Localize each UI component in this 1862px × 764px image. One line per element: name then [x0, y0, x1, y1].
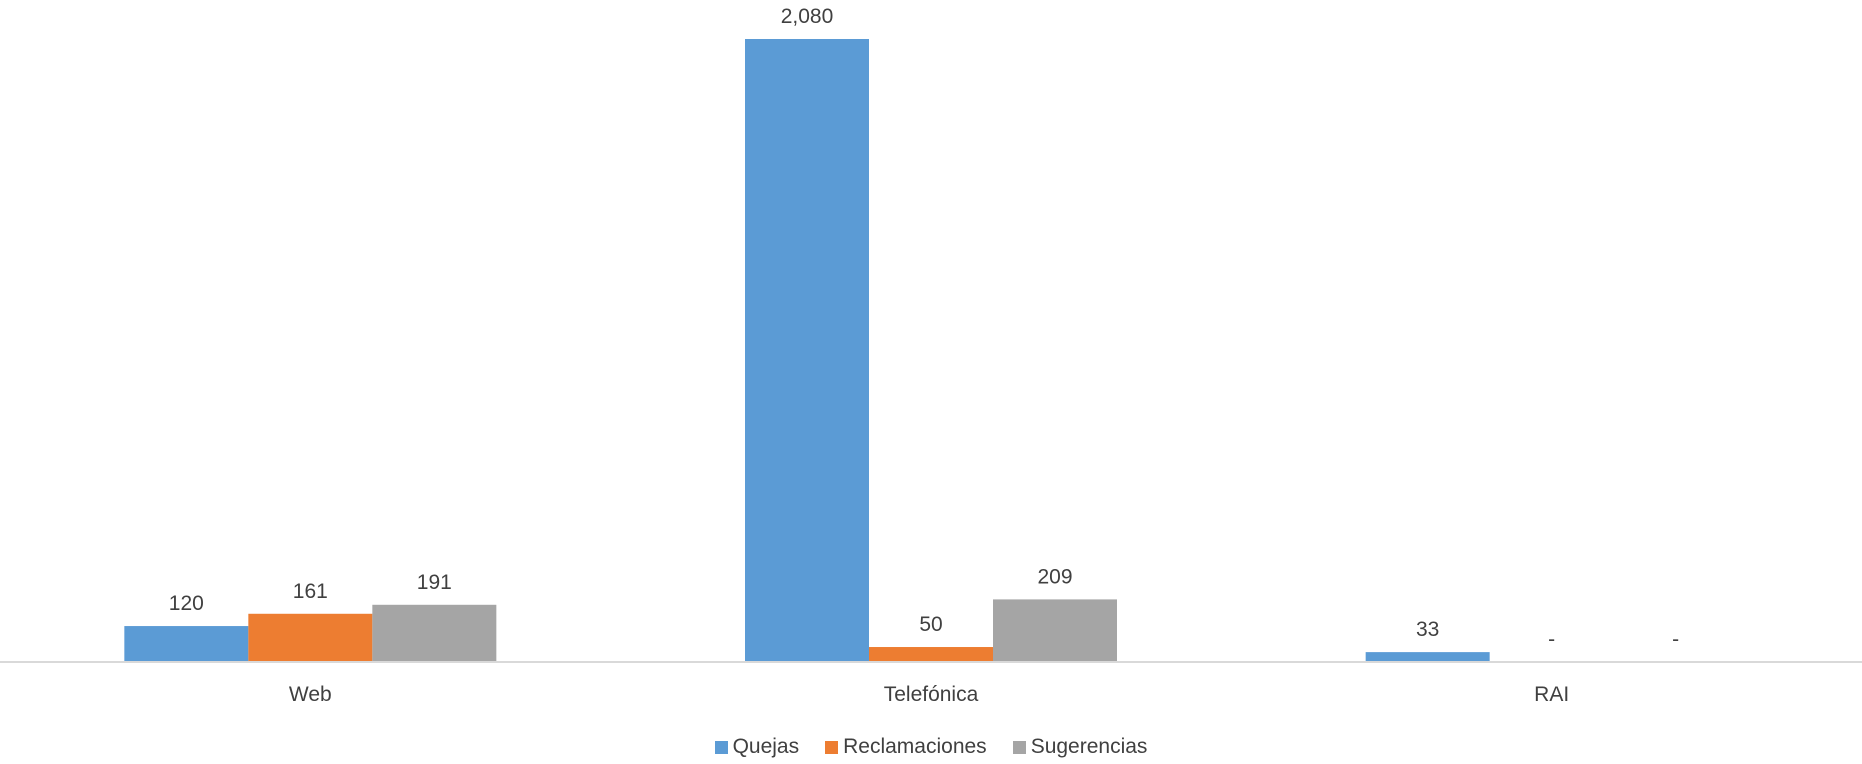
- bar-telefonica-quejas: [745, 39, 869, 662]
- legend-label-quejas: Quejas: [732, 735, 800, 758]
- value-label-telefonica-reclamaciones: 50: [919, 613, 942, 636]
- value-label-telefonica-sugerencias: 209: [1037, 565, 1072, 588]
- value-label-web-quejas: 120: [169, 592, 204, 615]
- legend-swatch-quejas: [714, 740, 728, 754]
- category-label-telefonica: Telefónica: [884, 683, 979, 706]
- legend-item-reclamaciones: Reclamaciones: [825, 735, 987, 759]
- bars-group: [124, 39, 1490, 662]
- category-label-web: Web: [289, 683, 332, 706]
- category-label-rai: RAI: [1534, 683, 1569, 706]
- legend: Quejas Reclamaciones Sugerencias: [0, 733, 1862, 761]
- bar-telefonica-reclamaciones: [869, 647, 993, 662]
- value-label-rai-quejas: 33: [1416, 618, 1439, 641]
- bar-web-sugerencias: [372, 604, 497, 662]
- legend-label-reclamaciones: Reclamaciones: [843, 735, 987, 758]
- legend-swatch-sugerencias: [1012, 740, 1026, 754]
- legend-item-quejas: Quejas: [714, 735, 800, 759]
- value-labels-group: 120 161 191 2,080 50 209 33 - -: [169, 5, 1679, 651]
- value-label-telefonica-quejas: 2,080: [781, 5, 834, 28]
- legend-item-sugerencias: Sugerencias: [1012, 735, 1148, 759]
- bar-web-reclamaciones: [248, 613, 373, 662]
- bar-web-quejas: [124, 626, 249, 662]
- value-label-rai-reclamaciones: -: [1548, 628, 1555, 651]
- value-label-web-sugerencias: 191: [417, 571, 452, 594]
- category-labels-group: Web Telefónica RAI: [289, 683, 1569, 706]
- value-label-rai-sugerencias: -: [1672, 628, 1679, 651]
- bar-telefonica-sugerencias: [993, 599, 1117, 662]
- bar-rai-quejas: [1365, 652, 1490, 662]
- value-label-web-reclamaciones: 161: [293, 580, 328, 603]
- legend-swatch-reclamaciones: [825, 740, 839, 754]
- legend-label-sugerencias: Sugerencias: [1030, 735, 1148, 758]
